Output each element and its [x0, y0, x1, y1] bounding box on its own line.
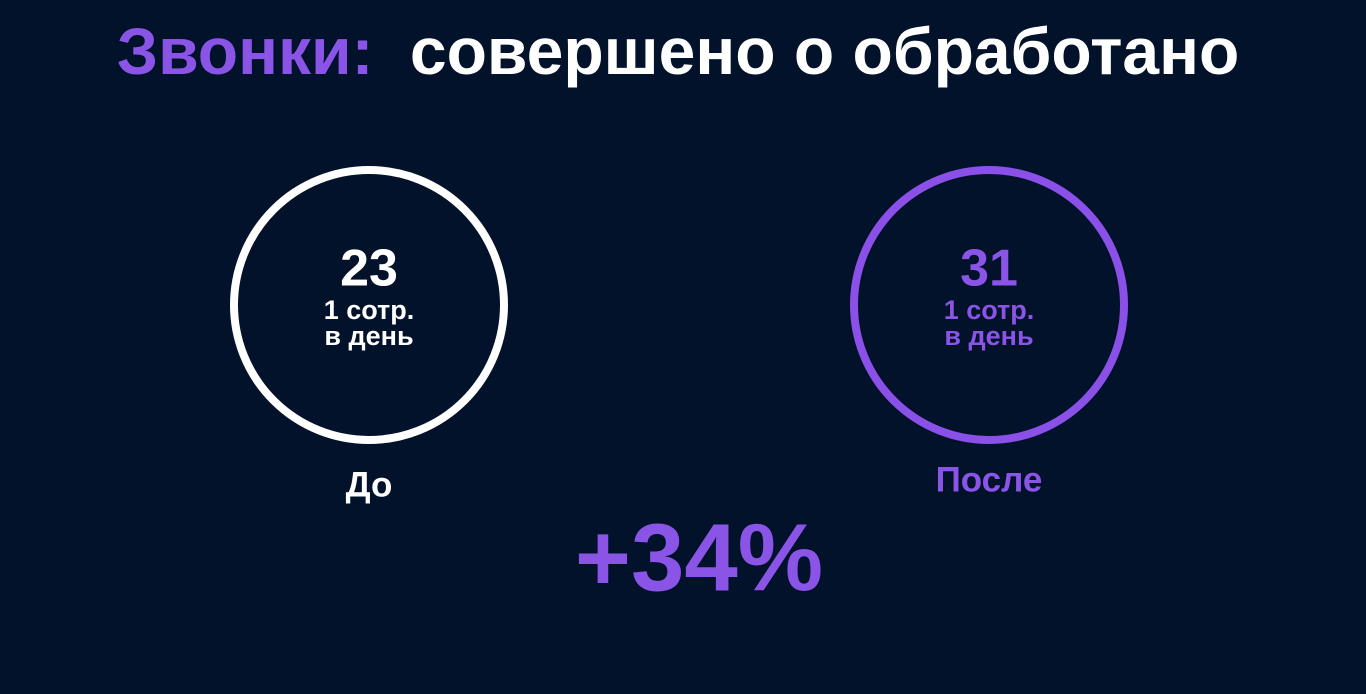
title-rest: совершено о обработано: [410, 14, 1239, 88]
before-unit: в день: [324, 321, 413, 351]
after-label: После: [936, 460, 1043, 499]
after-unit: в день: [944, 321, 1033, 351]
title-accent: Звонки:: [117, 14, 374, 88]
before-value: 23: [340, 240, 398, 298]
after-unit: 1 сотр.: [944, 295, 1035, 325]
after-circle: [850, 166, 1128, 444]
after-value: 31: [960, 240, 1018, 298]
before-circle: [230, 166, 508, 444]
title: Звонки: совершено о обработано: [117, 14, 1240, 88]
change: +34%: [575, 504, 823, 611]
before-label: До: [346, 465, 393, 504]
before-unit: 1 сотр.: [324, 295, 415, 325]
